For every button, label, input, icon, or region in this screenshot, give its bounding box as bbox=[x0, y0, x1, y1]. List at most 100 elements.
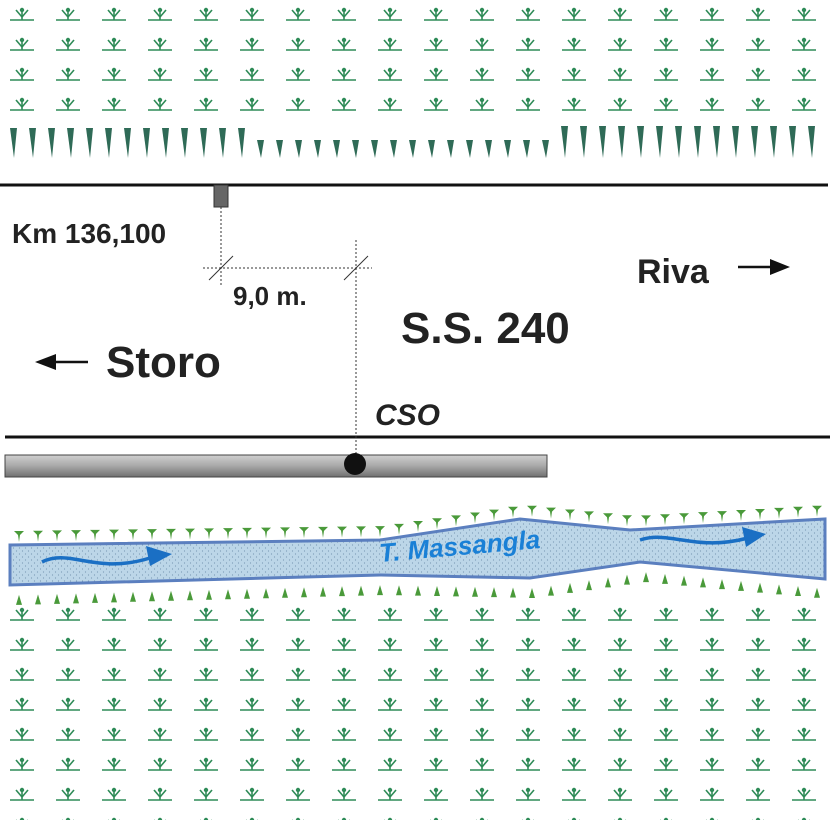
bank-mark bbox=[130, 591, 136, 602]
arrow-heads bbox=[146, 527, 766, 566]
bank-mark bbox=[700, 577, 706, 588]
bank-mark bbox=[377, 585, 383, 596]
bank-mark bbox=[225, 589, 231, 600]
bank-mark bbox=[491, 587, 497, 598]
bank-mark bbox=[660, 514, 670, 526]
bank-mark bbox=[717, 511, 727, 523]
bank-mark bbox=[586, 580, 592, 591]
meadow-south bbox=[8, 600, 828, 820]
bank-mark bbox=[584, 511, 594, 523]
bank-mark bbox=[149, 591, 155, 602]
bank-mark bbox=[814, 587, 820, 598]
bank-mark bbox=[567, 582, 573, 593]
bank-mark bbox=[508, 506, 518, 518]
bank-mark bbox=[776, 584, 782, 595]
bank-mark bbox=[52, 530, 62, 542]
direction-arrows bbox=[35, 259, 790, 370]
hedge-spike bbox=[10, 128, 17, 158]
bank-mark bbox=[168, 590, 174, 601]
hedge-spike bbox=[808, 126, 815, 158]
river-banks bbox=[14, 505, 822, 605]
distance-label: 9,0 m. bbox=[233, 281, 307, 311]
bank-mark bbox=[755, 508, 765, 520]
bank-mark bbox=[111, 592, 117, 603]
bank-mark bbox=[223, 528, 233, 540]
bank-mark bbox=[280, 527, 290, 539]
east-label: Riva bbox=[637, 253, 710, 291]
hedge-spike bbox=[523, 140, 530, 158]
hedge-spike bbox=[105, 128, 112, 158]
bank-mark bbox=[434, 586, 440, 597]
hedge-spike bbox=[599, 126, 606, 158]
hedge-spike bbox=[770, 126, 777, 158]
hedge-spike bbox=[580, 126, 587, 158]
bank-mark bbox=[681, 575, 687, 586]
hedge-spike bbox=[371, 140, 378, 158]
bank-mark bbox=[413, 521, 423, 533]
hedge-spike bbox=[124, 128, 131, 158]
bank-mark bbox=[451, 515, 461, 527]
flow-arrows bbox=[41, 535, 749, 566]
hedge-spike bbox=[789, 126, 796, 158]
bank-mark bbox=[489, 509, 499, 521]
hedge-spike bbox=[504, 140, 511, 158]
bank-mark bbox=[793, 506, 803, 518]
hedge-spike bbox=[333, 140, 340, 158]
bank-mark bbox=[719, 579, 725, 590]
bank-mark bbox=[624, 574, 630, 585]
bank-mark bbox=[16, 594, 22, 605]
bank-mark bbox=[14, 530, 24, 542]
bank-mark bbox=[73, 593, 79, 604]
bank-mark bbox=[301, 587, 307, 598]
hedge-spike bbox=[181, 128, 188, 158]
bank-mark bbox=[738, 580, 744, 591]
bank-mark bbox=[147, 529, 157, 541]
hedge-spike bbox=[257, 140, 264, 158]
bank-mark bbox=[470, 512, 480, 524]
bank-mark bbox=[396, 585, 402, 596]
km-marker bbox=[213, 184, 229, 208]
bank-mark bbox=[605, 577, 611, 588]
bank-mark bbox=[472, 586, 478, 597]
bank-mark bbox=[54, 593, 60, 604]
bank-mark bbox=[204, 528, 214, 540]
bank-mark bbox=[510, 587, 516, 598]
hedge-spike bbox=[219, 128, 226, 158]
bank-mark bbox=[662, 573, 668, 584]
bank-mark bbox=[548, 585, 554, 596]
bank-mark bbox=[166, 528, 176, 540]
bank-mark bbox=[261, 527, 271, 539]
bank-mark bbox=[33, 530, 43, 542]
station-label: CSO bbox=[375, 399, 440, 432]
hedge-spike bbox=[295, 140, 302, 158]
bank-mark bbox=[622, 515, 632, 527]
hedge-spike bbox=[390, 140, 397, 158]
bank-mark bbox=[375, 526, 385, 538]
hedge-spike bbox=[637, 126, 644, 158]
km-label: Km 136,100 bbox=[12, 218, 166, 249]
hedge-spike bbox=[276, 140, 283, 158]
hedge-spike bbox=[561, 126, 568, 158]
bank-mark bbox=[415, 585, 421, 596]
bank-mark bbox=[128, 529, 138, 541]
bank-mark bbox=[641, 515, 651, 527]
bank-mark bbox=[358, 585, 364, 596]
bank-mark bbox=[206, 589, 212, 600]
bank-mark bbox=[679, 513, 689, 525]
hedge-spike bbox=[466, 140, 473, 158]
bank-mark bbox=[337, 526, 347, 538]
dimension-lines bbox=[203, 207, 372, 458]
bank-mark bbox=[263, 588, 269, 599]
hedge-spike bbox=[428, 140, 435, 158]
pipe bbox=[4, 454, 548, 478]
bank-mark bbox=[565, 509, 575, 521]
river bbox=[8, 517, 827, 587]
hedge-spike bbox=[694, 126, 701, 158]
bank-mark bbox=[643, 572, 649, 583]
bank-mark bbox=[453, 586, 459, 597]
hedge-spike bbox=[409, 140, 416, 158]
hedge-spike bbox=[48, 128, 55, 158]
bank-mark bbox=[109, 529, 119, 541]
road-label: S.S. 240 bbox=[401, 304, 570, 353]
hedge-spike bbox=[238, 128, 245, 158]
